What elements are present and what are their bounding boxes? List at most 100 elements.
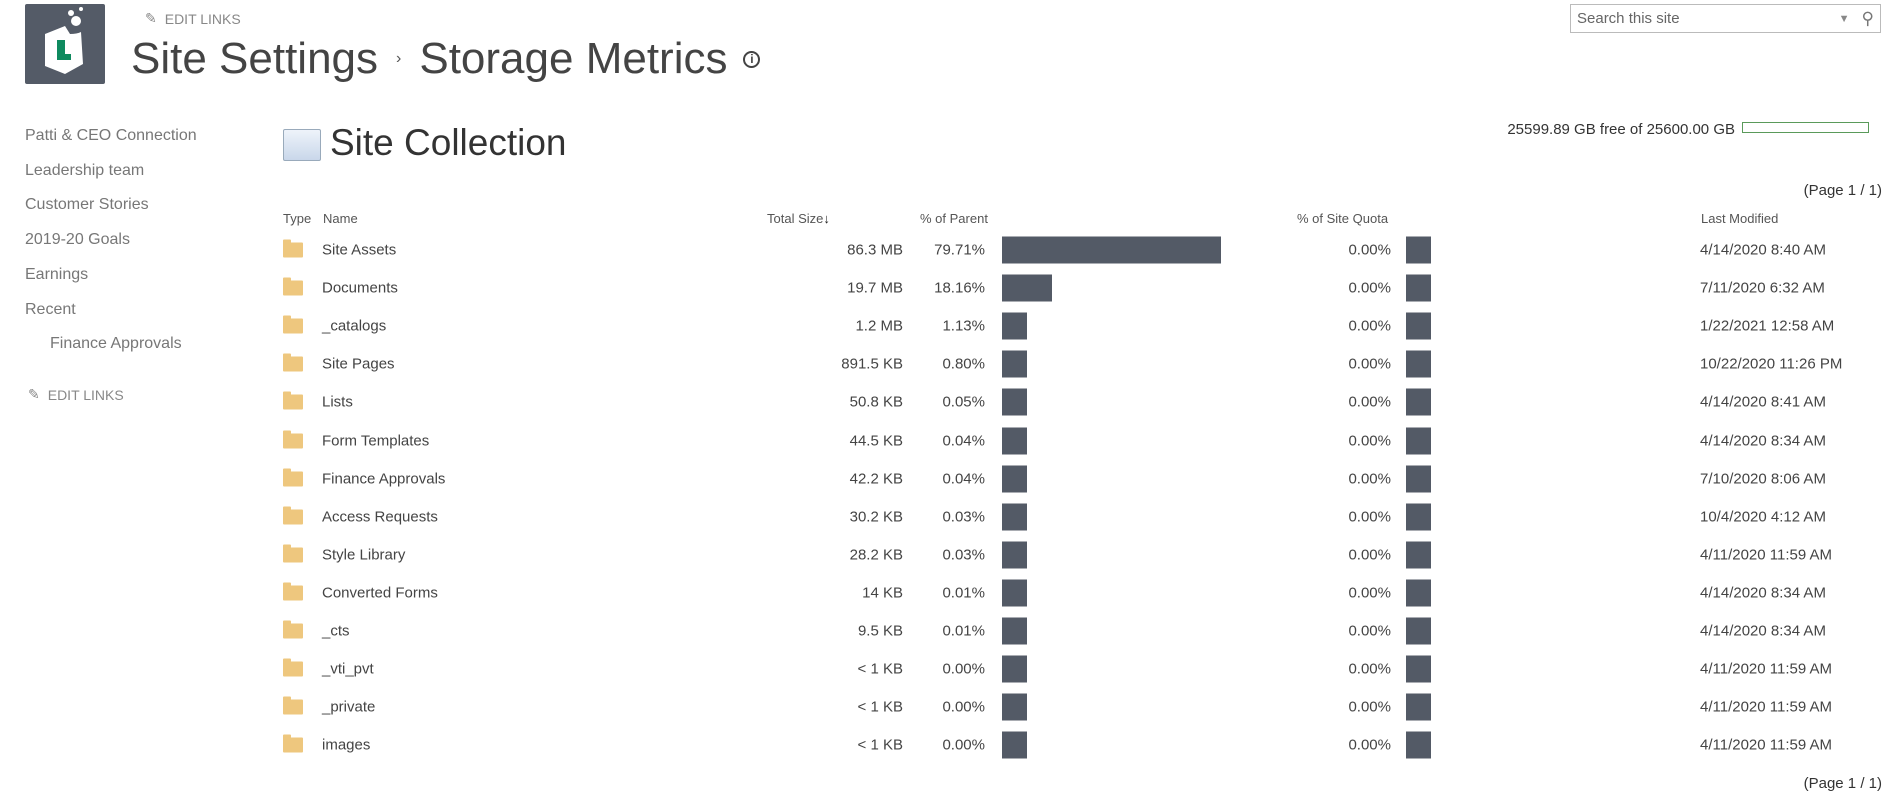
quota-bar — [1742, 122, 1869, 133]
nav-item-leadership[interactable]: Leadership team — [25, 162, 145, 179]
folder-icon — [283, 277, 303, 296]
item-pct-quota: 0.00% — [1348, 393, 1391, 411]
pct-parent-bar — [1002, 541, 1027, 569]
item-pct-parent: 18.16% — [934, 279, 985, 297]
folder-icon — [283, 391, 303, 410]
item-last-modified: 4/14/2020 8:34 AM — [1700, 584, 1826, 602]
column-total-size[interactable]: Total Size↓ — [767, 211, 830, 226]
column-type[interactable]: Type — [283, 211, 312, 226]
breadcrumb-site-settings[interactable]: Site Settings — [131, 34, 379, 83]
item-pct-parent: 0.01% — [942, 584, 985, 602]
page-title: Site Settings › Storage Metrics i — [131, 34, 761, 84]
item-name[interactable]: Style Library — [322, 546, 406, 564]
item-last-modified: 4/14/2020 8:34 AM — [1700, 622, 1826, 640]
edit-links-top[interactable]: ✎ EDIT LINKS — [145, 10, 241, 27]
folder-icon — [283, 658, 303, 677]
item-pct-parent: 0.04% — [942, 470, 985, 488]
pct-parent-bar — [1002, 312, 1027, 340]
item-pct-quota: 0.00% — [1348, 546, 1391, 564]
pct-quota-bar — [1406, 312, 1431, 340]
item-last-modified: 1/22/2021 12:58 AM — [1700, 317, 1835, 335]
item-name[interactable]: Site Assets — [322, 241, 397, 259]
search-icon[interactable]: ⚲ — [1861, 8, 1874, 28]
column-pct-quota[interactable]: % of Site Quota — [1297, 211, 1389, 226]
nav-item-recent[interactable]: Recent — [25, 301, 76, 318]
folder-icon — [283, 315, 303, 334]
pager-bottom: (Page 1 / 1) — [1803, 775, 1882, 792]
table-row: Lists 50.8 KB 0.05% 0.00% 4/14/2020 8:41… — [0, 383, 1897, 421]
folder-icon — [283, 353, 303, 372]
item-name[interactable]: _catalogs — [322, 317, 387, 335]
pct-parent-bar — [1002, 465, 1027, 493]
item-size: 9.5 KB — [857, 622, 903, 640]
pct-quota-bar — [1406, 541, 1431, 569]
item-name[interactable]: Lists — [322, 393, 353, 411]
item-name[interactable]: Finance Approvals — [322, 470, 446, 488]
item-pct-parent: 0.00% — [942, 660, 985, 678]
item-pct-quota: 0.00% — [1348, 622, 1391, 640]
item-size: < 1 KB — [857, 698, 903, 716]
pct-quota-bar — [1406, 731, 1431, 759]
folder-icon — [283, 506, 303, 525]
breadcrumb-current: Storage Metrics — [419, 34, 728, 83]
item-pct-quota: 0.00% — [1348, 508, 1391, 526]
item-pct-quota: 0.00% — [1348, 470, 1391, 488]
table-row: Site Pages 891.5 KB 0.80% 0.00% 10/22/20… — [0, 345, 1897, 383]
column-last-modified[interactable]: Last Modified — [1701, 211, 1779, 226]
nav-item-earnings[interactable]: Earnings — [25, 266, 89, 283]
search-box: ▼ ⚲ — [1570, 4, 1881, 33]
chevron-down-icon[interactable]: ▼ — [1838, 12, 1850, 25]
pct-parent-bar — [1002, 350, 1027, 378]
search-input[interactable] — [1577, 10, 1839, 27]
item-name[interactable]: _private — [322, 698, 376, 716]
column-name[interactable]: Name — [323, 211, 358, 226]
item-pct-quota: 0.00% — [1348, 584, 1391, 602]
item-size: 30.2 KB — [849, 508, 903, 526]
item-name[interactable]: Site Pages — [322, 355, 395, 373]
pct-parent-bar — [1002, 427, 1027, 454]
item-size: < 1 KB — [857, 660, 903, 678]
item-size: 28.2 KB — [849, 546, 903, 564]
section-title: Site Collection — [330, 122, 567, 163]
pct-parent-bar — [1002, 274, 1052, 302]
table-row: Converted Forms 14 KB 0.01% 0.00% 4/14/2… — [0, 574, 1897, 612]
item-name[interactable]: _cts — [322, 622, 350, 640]
nav-item-goals[interactable]: 2019-20 Goals — [25, 231, 130, 248]
item-last-modified: 4/14/2020 8:40 AM — [1700, 241, 1826, 259]
nav-item-finance-approvals[interactable]: Finance Approvals — [50, 335, 182, 352]
nav-item-patti-ceo[interactable]: Patti & CEO Connection — [25, 127, 197, 144]
breadcrumb-separator: › — [396, 50, 402, 67]
item-pct-parent: 79.71% — [934, 241, 985, 259]
item-name[interactable]: images — [322, 736, 371, 754]
item-size: 1.2 MB — [855, 317, 903, 335]
folder-icon — [283, 582, 303, 601]
item-pct-parent: 0.05% — [942, 393, 985, 411]
item-name[interactable]: Form Templates — [322, 432, 430, 449]
pct-quota-bar — [1406, 427, 1431, 454]
item-pct-parent: 0.01% — [942, 622, 985, 640]
info-icon[interactable]: i — [743, 50, 761, 68]
item-last-modified: 4/11/2020 11:59 AM — [1700, 736, 1833, 754]
item-size: 14 KB — [862, 584, 903, 602]
pct-parent-bar — [1002, 617, 1027, 645]
site-logo[interactable] — [25, 4, 105, 84]
item-pct-quota: 0.00% — [1348, 736, 1391, 754]
nav-item-customer-stories[interactable]: Customer Stories — [25, 196, 149, 213]
folder-icon — [283, 239, 303, 258]
pct-parent-bar — [1002, 655, 1027, 683]
pencil-icon: ✎ — [145, 10, 157, 26]
item-pct-parent: 0.04% — [942, 432, 985, 449]
item-name[interactable]: Access Requests — [322, 508, 438, 526]
table-row: Access Requests 30.2 KB 0.03% 0.00% 10/4… — [0, 498, 1897, 536]
item-pct-parent: 0.03% — [942, 508, 985, 526]
item-name[interactable]: _vti_pvt — [322, 660, 374, 678]
pct-parent-bar — [1002, 693, 1027, 721]
column-pct-parent[interactable]: % of Parent — [920, 211, 988, 226]
pct-quota-bar — [1406, 236, 1431, 264]
edit-links-nav[interactable]: ✎ EDIT LINKS — [28, 386, 124, 403]
item-pct-quota: 0.00% — [1348, 660, 1391, 678]
item-name[interactable]: Documents — [322, 279, 398, 297]
item-pct-parent: 0.00% — [942, 736, 985, 754]
item-name[interactable]: Converted Forms — [322, 584, 438, 602]
table-row: Site Assets 86.3 MB 79.71% 0.00% 4/14/20… — [0, 231, 1897, 269]
